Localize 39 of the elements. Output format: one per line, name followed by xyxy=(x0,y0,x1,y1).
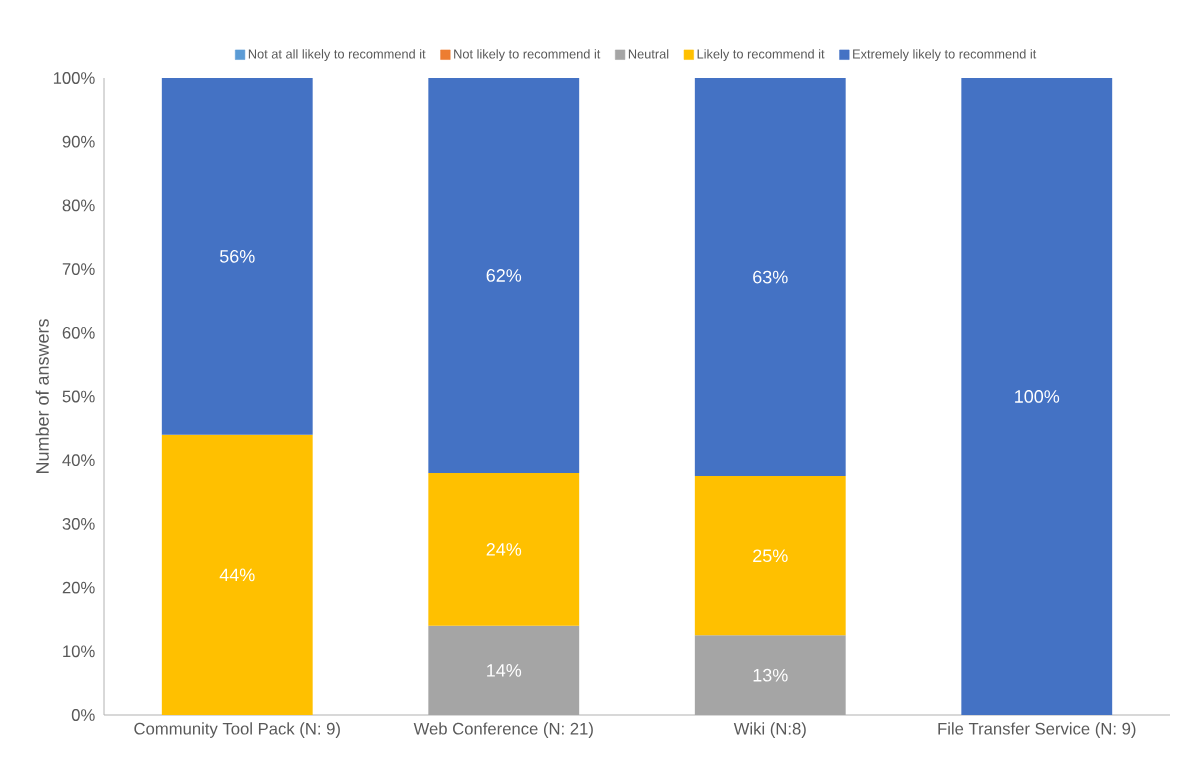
data-label: 100% xyxy=(1015,390,1060,403)
data-label: 62% xyxy=(486,269,522,282)
y-tick-label: 100% xyxy=(53,72,95,84)
data-label: 25% xyxy=(753,549,788,563)
bar xyxy=(694,635,846,715)
legend-label: Likely to recommend it xyxy=(697,49,825,62)
bar xyxy=(161,434,313,715)
legend-label: Not at all likely to recommend it xyxy=(248,49,426,62)
y-tick-label: 70% xyxy=(62,263,95,275)
y-tick-label: 20% xyxy=(62,581,95,594)
x-tick-label: Web Conference (N: 21) xyxy=(413,722,593,738)
data-label: 13% xyxy=(753,668,788,682)
data-label: 14% xyxy=(487,664,522,677)
y-tick-label: 30% xyxy=(62,518,95,530)
bar xyxy=(428,472,580,626)
legend-label: Neutral xyxy=(628,49,669,59)
y-tick-label: 10% xyxy=(63,645,95,658)
bar xyxy=(694,476,846,636)
bar xyxy=(428,625,580,715)
data-label: 63% xyxy=(753,270,788,284)
data-label: 24% xyxy=(486,543,522,556)
bar xyxy=(161,77,313,435)
legend-label: Not likely to recommend it xyxy=(454,49,601,62)
bar xyxy=(694,77,846,477)
data-label: 44% xyxy=(219,568,255,582)
x-tick-label: File Transfer Service (N: 9) xyxy=(938,722,1136,738)
bar xyxy=(428,77,580,473)
x-tick-label: Wiki (N:8) xyxy=(733,722,806,738)
bar xyxy=(961,77,1113,715)
y-tick-label: 80% xyxy=(62,199,95,212)
y-tick-label: 60% xyxy=(62,326,95,339)
y-tick-label: 40% xyxy=(62,454,95,467)
data-label: 56% xyxy=(219,249,255,263)
y-tick-label: 50% xyxy=(62,390,95,403)
x-tick-label: Community Tool Pack (N: 9) xyxy=(134,722,340,738)
y-tick-label: 90% xyxy=(62,135,95,148)
legend-label: Extremely likely to recommend it xyxy=(853,49,1037,62)
y-tick-label: 0% xyxy=(71,709,95,721)
y-axis-title: Number of answers xyxy=(35,319,49,474)
